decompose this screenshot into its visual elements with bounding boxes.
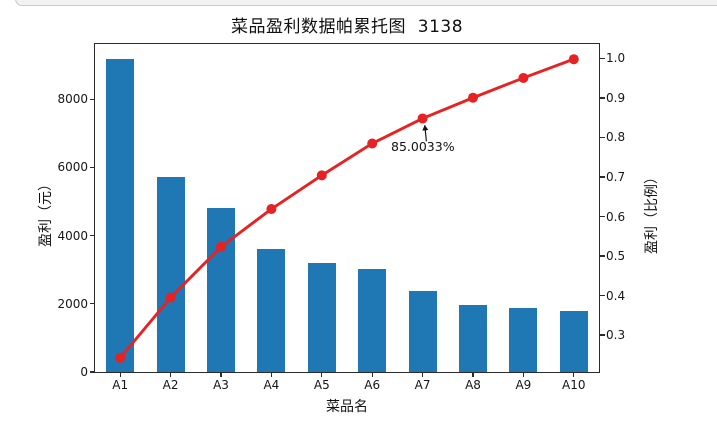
profit-bar-A7 <box>408 290 437 372</box>
line-marker-A10 <box>568 53 579 64</box>
x-tick-label-A8: A8 <box>465 378 481 392</box>
cumulative-line-svg <box>115 53 579 363</box>
x-tick-label-A6: A6 <box>364 378 381 392</box>
line-marker-A9 <box>518 72 529 83</box>
y-tick-mark-left <box>89 371 95 373</box>
x-tick-label-A7: A7 <box>414 378 431 392</box>
top-panel-edge <box>15 0 717 6</box>
x-tick-label-A4: A4 <box>263 378 280 392</box>
y-tick-right: 0.3 <box>606 328 626 343</box>
x-tick-label-A9: A9 <box>515 378 532 392</box>
profit-bar-A2 <box>156 176 185 372</box>
y-tick-right: 0.8 <box>606 130 626 145</box>
y-tick-mark-left <box>89 98 95 100</box>
profit-bar-A4 <box>257 249 286 372</box>
y-tick-right: 1.0 <box>606 51 626 66</box>
x-tick-mark <box>472 372 474 377</box>
y-tick-right: 0.6 <box>606 209 626 224</box>
x-tick-label-A3: A3 <box>213 378 229 392</box>
profit-bar-A5 <box>307 263 336 372</box>
y-tick-mark-right <box>599 215 605 218</box>
y-tick-mark-right <box>599 294 605 297</box>
y-tick-mark-left <box>89 303 95 305</box>
x-tick-mark <box>170 372 172 377</box>
profit-bar-A1 <box>106 59 135 372</box>
line-marker-A5 <box>316 169 327 180</box>
y-tick-left: 6000 <box>57 160 88 175</box>
line-marker-A6 <box>367 137 378 148</box>
y-tick-mark-right <box>599 97 605 99</box>
line-marker-A2 <box>165 292 176 303</box>
y-tick-mark-left <box>89 234 95 237</box>
line-marker-A1 <box>115 352 126 363</box>
y-tick-right: 0.4 <box>606 288 626 303</box>
cumulative-line <box>119 57 575 359</box>
line-marker-A7 <box>417 112 428 123</box>
y-tick-mark-right <box>599 255 605 257</box>
y-tick-mark-left <box>89 166 95 168</box>
y-tick-right: 0.7 <box>606 170 626 184</box>
y-tick-left: 4000 <box>57 228 88 243</box>
x-tick-mark <box>119 372 121 377</box>
x-tick-mark <box>270 372 272 377</box>
y-tick-left: 8000 <box>57 92 88 107</box>
y-axis-label-right: 盈利（比例） <box>644 170 660 254</box>
line-marker-A3 <box>216 241 226 252</box>
annotation-arrow <box>422 124 429 141</box>
profit-bar-A8 <box>459 304 487 372</box>
x-axis-label: 菜品名 <box>326 399 368 415</box>
y-tick-right: 0.5 <box>606 249 626 264</box>
x-tick-label-A5: A5 <box>313 378 330 392</box>
x-tick-label-A10: A10 <box>562 378 586 392</box>
annotation-label: 85.0033% <box>391 139 455 154</box>
profit-bar-A10 <box>559 311 588 372</box>
y-tick-left: 0 <box>80 365 88 379</box>
x-tick-label-A1: A1 <box>112 378 129 392</box>
x-tick-mark <box>371 372 373 377</box>
line-marker-A8 <box>468 92 478 103</box>
y-tick-left: 2000 <box>57 296 88 311</box>
chart-title: 菜品盈利数据帕累托图 3138 <box>230 17 464 37</box>
x-tick-mark <box>422 372 424 377</box>
y-tick-mark-right <box>599 176 605 178</box>
line-marker-A4 <box>266 203 277 214</box>
x-tick-mark <box>220 372 222 377</box>
profit-bar-A3 <box>207 207 235 372</box>
y-tick-mark-right <box>599 136 605 139</box>
y-tick-mark-right <box>599 334 605 336</box>
x-tick-label-A2: A2 <box>162 378 179 392</box>
y-tick-right: 0.9 <box>606 90 626 105</box>
x-tick-mark <box>522 372 524 377</box>
y-axis-label-left: 盈利（元） <box>38 177 54 247</box>
plot-area <box>95 44 599 373</box>
x-tick-mark <box>573 372 575 377</box>
profit-bar-A6 <box>358 268 387 372</box>
y-tick-mark-right <box>599 57 605 60</box>
profit-bar-A9 <box>509 307 538 372</box>
x-tick-mark <box>321 372 323 377</box>
